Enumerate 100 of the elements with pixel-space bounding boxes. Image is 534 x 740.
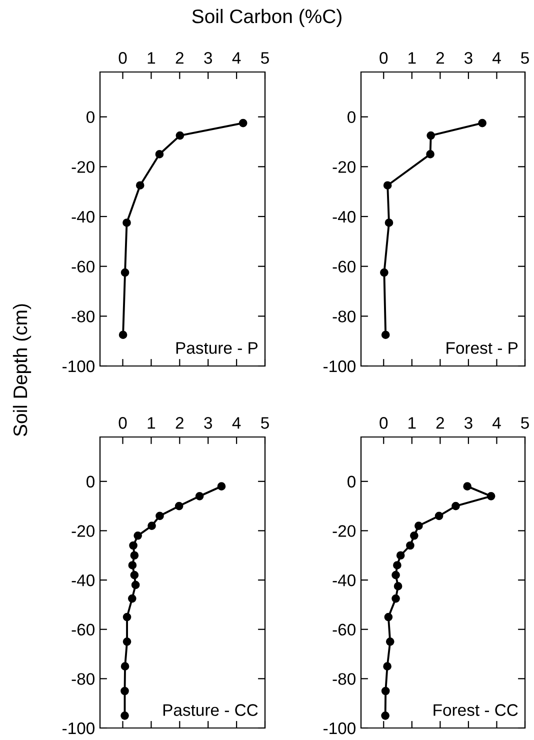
y-tick-label: -80	[332, 310, 356, 322]
x-tick-label: 1	[148, 417, 156, 429]
y-tick-label: -60	[332, 260, 356, 273]
x-tick-label: 3	[464, 52, 472, 64]
x-tick-label: 0	[380, 417, 388, 429]
point	[120, 686, 129, 696]
point	[434, 512, 444, 520]
annotation: Pasture - CC	[163, 704, 258, 716]
x-tick-label: 4	[492, 52, 501, 64]
point	[238, 118, 248, 128]
point	[122, 612, 132, 622]
y-tick-label: -20	[72, 161, 94, 173]
y-tick-label: -100	[324, 722, 356, 734]
point	[384, 218, 394, 227]
x-tick-label: 5	[261, 417, 269, 429]
point	[130, 570, 139, 580]
y-tick-label: -60	[72, 624, 94, 636]
x-tick-label: 2	[176, 417, 184, 429]
point	[426, 150, 434, 158]
y-tick-label: 0	[348, 111, 356, 124]
y-tick-label: -40	[332, 574, 356, 586]
point	[217, 482, 226, 490]
x-tick-label: 2	[436, 52, 444, 64]
x-tick-label: 5	[521, 417, 529, 429]
point	[478, 118, 486, 128]
point	[381, 712, 390, 720]
y-tick-label: -80	[72, 673, 94, 685]
point	[380, 268, 388, 277]
point	[414, 522, 423, 530]
x-axis-title: Soil Carbon (%C)	[192, 8, 342, 28]
x-tick-label: 4	[232, 52, 241, 64]
x-tick-label: 1	[408, 52, 416, 64]
y-tick-label: -60	[72, 260, 94, 273]
y-tick-label: -20	[332, 161, 356, 173]
y-tick-label: -20	[332, 525, 356, 537]
annotation: Pasture - P	[176, 342, 258, 354]
point	[410, 531, 418, 540]
point	[120, 712, 129, 720]
point	[393, 561, 402, 570]
x-tick-label: 2	[176, 52, 184, 64]
point	[128, 594, 136, 603]
x-tick-label: 4	[232, 417, 241, 429]
point	[406, 541, 414, 550]
y-tick-label: -40	[72, 210, 94, 223]
y-axis-title: Soil Depth (cm)	[12, 304, 32, 436]
y-tick-label: -80	[72, 310, 94, 322]
x-tick-label: 3	[204, 417, 212, 429]
point	[463, 482, 472, 490]
point	[383, 181, 392, 190]
point	[426, 131, 436, 140]
point	[386, 638, 394, 646]
x-tick-label: 2	[436, 417, 444, 429]
y-tick-label: 0	[86, 111, 94, 124]
y-tick-label: 0	[348, 476, 356, 488]
point	[381, 330, 390, 340]
x-tick-label: 0	[118, 52, 127, 64]
y-tick-label: -100	[324, 360, 356, 372]
point	[384, 612, 393, 622]
point	[128, 561, 137, 570]
point	[156, 512, 164, 520]
y-tick-label: 0	[86, 476, 94, 488]
y-tick-label: -40	[332, 210, 356, 223]
point	[396, 551, 405, 560]
point	[148, 522, 156, 530]
point	[383, 662, 392, 671]
point	[131, 580, 140, 590]
x-tick-label: 0	[118, 417, 127, 429]
point	[118, 330, 128, 340]
y-tick-label: -40	[72, 574, 94, 586]
x-tick-label: 5	[261, 52, 269, 64]
point	[130, 551, 139, 560]
point	[136, 181, 144, 190]
point	[195, 492, 204, 500]
x-tick-label: 0	[380, 52, 388, 64]
point	[122, 218, 131, 227]
x-tick-label: 1	[408, 417, 416, 429]
point	[120, 662, 130, 671]
y-tick-label: -100	[62, 722, 94, 734]
point	[392, 570, 400, 580]
point	[122, 638, 132, 646]
point	[392, 594, 400, 603]
point	[486, 492, 496, 500]
annotation: Forest - P	[446, 342, 518, 354]
y-tick-label: -100	[62, 360, 94, 372]
y-tick-label: -80	[332, 673, 356, 685]
x-tick-label: 3	[464, 417, 472, 429]
annotation: Forest - CC	[434, 704, 518, 716]
point	[452, 502, 460, 510]
point	[176, 131, 184, 140]
x-tick-label: 3	[204, 52, 212, 64]
y-tick-label: -60	[332, 624, 356, 636]
point	[174, 502, 184, 510]
point	[394, 582, 402, 590]
x-tick-label: 4	[492, 417, 501, 429]
point	[155, 150, 164, 158]
point	[381, 686, 390, 696]
x-tick-label: 1	[148, 52, 156, 64]
x-tick-label: 5	[521, 52, 529, 64]
point	[120, 268, 130, 277]
y-tick-label: -20	[72, 525, 94, 537]
